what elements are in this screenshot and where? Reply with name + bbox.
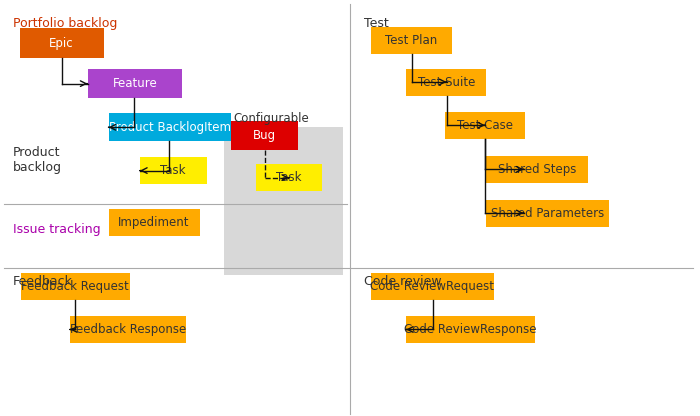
Text: Impediment: Impediment [118, 216, 190, 229]
Text: Bug: Bug [253, 129, 276, 142]
FancyBboxPatch shape [231, 121, 298, 150]
Text: Shared Steps: Shared Steps [498, 163, 576, 176]
FancyBboxPatch shape [108, 113, 231, 141]
Text: Shared Parameters: Shared Parameters [491, 207, 604, 220]
Text: Test Case: Test Case [456, 119, 512, 132]
FancyBboxPatch shape [444, 112, 525, 139]
Text: Test Plan: Test Plan [385, 34, 438, 47]
Text: Issue tracking: Issue tracking [13, 223, 100, 235]
Text: Code ReviewResponse: Code ReviewResponse [405, 323, 537, 336]
Text: Feedback Response: Feedback Response [69, 323, 186, 336]
Text: Task: Task [160, 164, 186, 177]
FancyBboxPatch shape [406, 69, 486, 96]
Text: Epic: Epic [49, 37, 74, 50]
FancyBboxPatch shape [371, 273, 493, 300]
FancyBboxPatch shape [486, 200, 609, 227]
Text: Test: Test [364, 17, 388, 30]
FancyBboxPatch shape [140, 157, 206, 184]
Text: Feature: Feature [113, 77, 157, 90]
Text: Task: Task [276, 171, 302, 184]
Text: Code ReviewRequest: Code ReviewRequest [370, 280, 494, 293]
Text: Configurable: Configurable [233, 112, 309, 125]
Text: Product BacklogItem: Product BacklogItem [108, 121, 231, 134]
Text: Code review: Code review [364, 275, 442, 287]
FancyBboxPatch shape [371, 27, 452, 54]
FancyBboxPatch shape [256, 164, 322, 191]
FancyBboxPatch shape [20, 28, 104, 58]
FancyBboxPatch shape [108, 209, 200, 236]
Text: Portfolio backlog: Portfolio backlog [13, 17, 117, 30]
Text: Test Suite: Test Suite [418, 76, 475, 89]
FancyBboxPatch shape [88, 69, 182, 98]
FancyBboxPatch shape [486, 156, 588, 183]
FancyBboxPatch shape [224, 127, 343, 275]
FancyBboxPatch shape [70, 316, 186, 343]
Text: Feedback: Feedback [13, 275, 73, 287]
Text: Product
backlog: Product backlog [13, 146, 62, 173]
FancyBboxPatch shape [21, 273, 130, 300]
FancyBboxPatch shape [406, 316, 536, 343]
Text: Feedback Request: Feedback Request [22, 280, 129, 293]
